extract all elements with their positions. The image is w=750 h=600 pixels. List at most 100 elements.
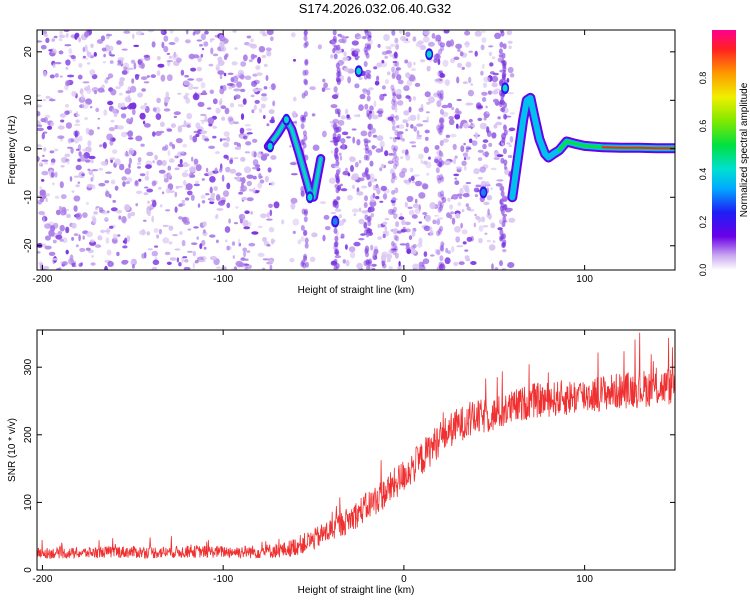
speckle	[369, 105, 374, 112]
speckle	[465, 61, 472, 68]
speckle	[228, 218, 232, 224]
speckle	[508, 217, 516, 223]
speckle	[385, 45, 389, 50]
speckle	[464, 249, 469, 252]
speckle	[75, 244, 79, 248]
speckle	[192, 250, 196, 257]
streak-speckle	[437, 200, 442, 207]
speckle	[235, 206, 239, 209]
speckle	[208, 123, 213, 127]
speckle	[213, 186, 218, 191]
speckle	[173, 115, 178, 118]
speckle	[257, 151, 262, 159]
speckle	[89, 69, 96, 76]
streak-speckle	[392, 172, 396, 179]
speckle	[167, 150, 171, 157]
speckle	[477, 176, 483, 180]
speckle	[434, 248, 438, 255]
speckle	[66, 213, 71, 219]
speckle	[231, 61, 238, 66]
speckle	[60, 119, 65, 123]
speckle	[258, 46, 266, 53]
speckle	[65, 32, 69, 38]
speckle	[74, 123, 81, 127]
speckle	[109, 157, 116, 161]
speckle	[201, 178, 205, 181]
speckle	[488, 142, 493, 147]
speckle	[58, 205, 62, 212]
speckle	[196, 236, 199, 240]
snr-frame	[36, 329, 676, 571]
speckle	[262, 258, 270, 261]
speckle	[269, 264, 273, 270]
speckle	[209, 198, 215, 202]
speckle	[73, 136, 80, 144]
speckle	[229, 102, 235, 108]
speckle	[132, 33, 135, 39]
speckle	[358, 77, 363, 80]
speckle	[197, 101, 205, 107]
speckle	[345, 167, 348, 172]
speckle	[216, 66, 220, 72]
speckle	[405, 31, 411, 37]
speckle	[369, 199, 376, 203]
speckle	[397, 265, 402, 270]
streak-speckle	[303, 253, 308, 260]
speckle	[74, 130, 78, 138]
speckle	[425, 161, 432, 169]
speckle	[183, 180, 187, 186]
streak-speckle	[302, 230, 307, 237]
speckle	[260, 103, 266, 109]
speckle	[73, 175, 80, 178]
streak-speckle	[391, 125, 396, 131]
speckle	[454, 177, 458, 180]
speckle	[131, 78, 135, 84]
speckle	[40, 44, 47, 50]
speckle	[118, 215, 122, 220]
speckle	[192, 32, 196, 36]
speckle	[380, 254, 387, 262]
speckle	[323, 82, 328, 89]
speckle	[481, 63, 485, 69]
speckle	[372, 192, 376, 199]
streak-speckle	[438, 261, 443, 268]
speckle	[240, 185, 248, 192]
streak-speckle	[394, 69, 399, 75]
speckle	[269, 36, 274, 42]
speckle	[153, 228, 159, 233]
speckle	[44, 161, 48, 165]
speckle	[113, 112, 118, 118]
speckle	[407, 206, 413, 209]
speckle	[161, 41, 165, 49]
speckle	[226, 83, 234, 86]
speckle	[491, 263, 494, 270]
speckle	[260, 154, 268, 161]
speckle	[88, 155, 96, 160]
speckle	[358, 238, 365, 241]
speckle	[146, 75, 150, 78]
speckle	[448, 118, 455, 126]
speckle	[418, 153, 424, 160]
speckle	[71, 90, 77, 97]
speckle	[172, 234, 179, 237]
speckle	[123, 66, 128, 71]
streak-speckle	[302, 69, 307, 76]
speckle	[71, 190, 75, 193]
streak-speckle	[502, 65, 507, 72]
speckle	[465, 182, 472, 184]
ridge-right-core	[601, 146, 675, 150]
speckle	[338, 38, 346, 44]
speckle	[426, 116, 429, 123]
speckle	[293, 58, 296, 62]
speckle	[444, 257, 451, 265]
speckle	[117, 56, 125, 61]
speckle	[87, 140, 92, 147]
speckle	[490, 187, 493, 191]
speckle	[450, 211, 454, 215]
streak-speckle	[367, 181, 372, 188]
speckle	[200, 194, 206, 199]
speckle	[174, 154, 178, 159]
speckle	[105, 190, 110, 198]
speckle	[264, 33, 268, 37]
speckle	[506, 30, 513, 36]
